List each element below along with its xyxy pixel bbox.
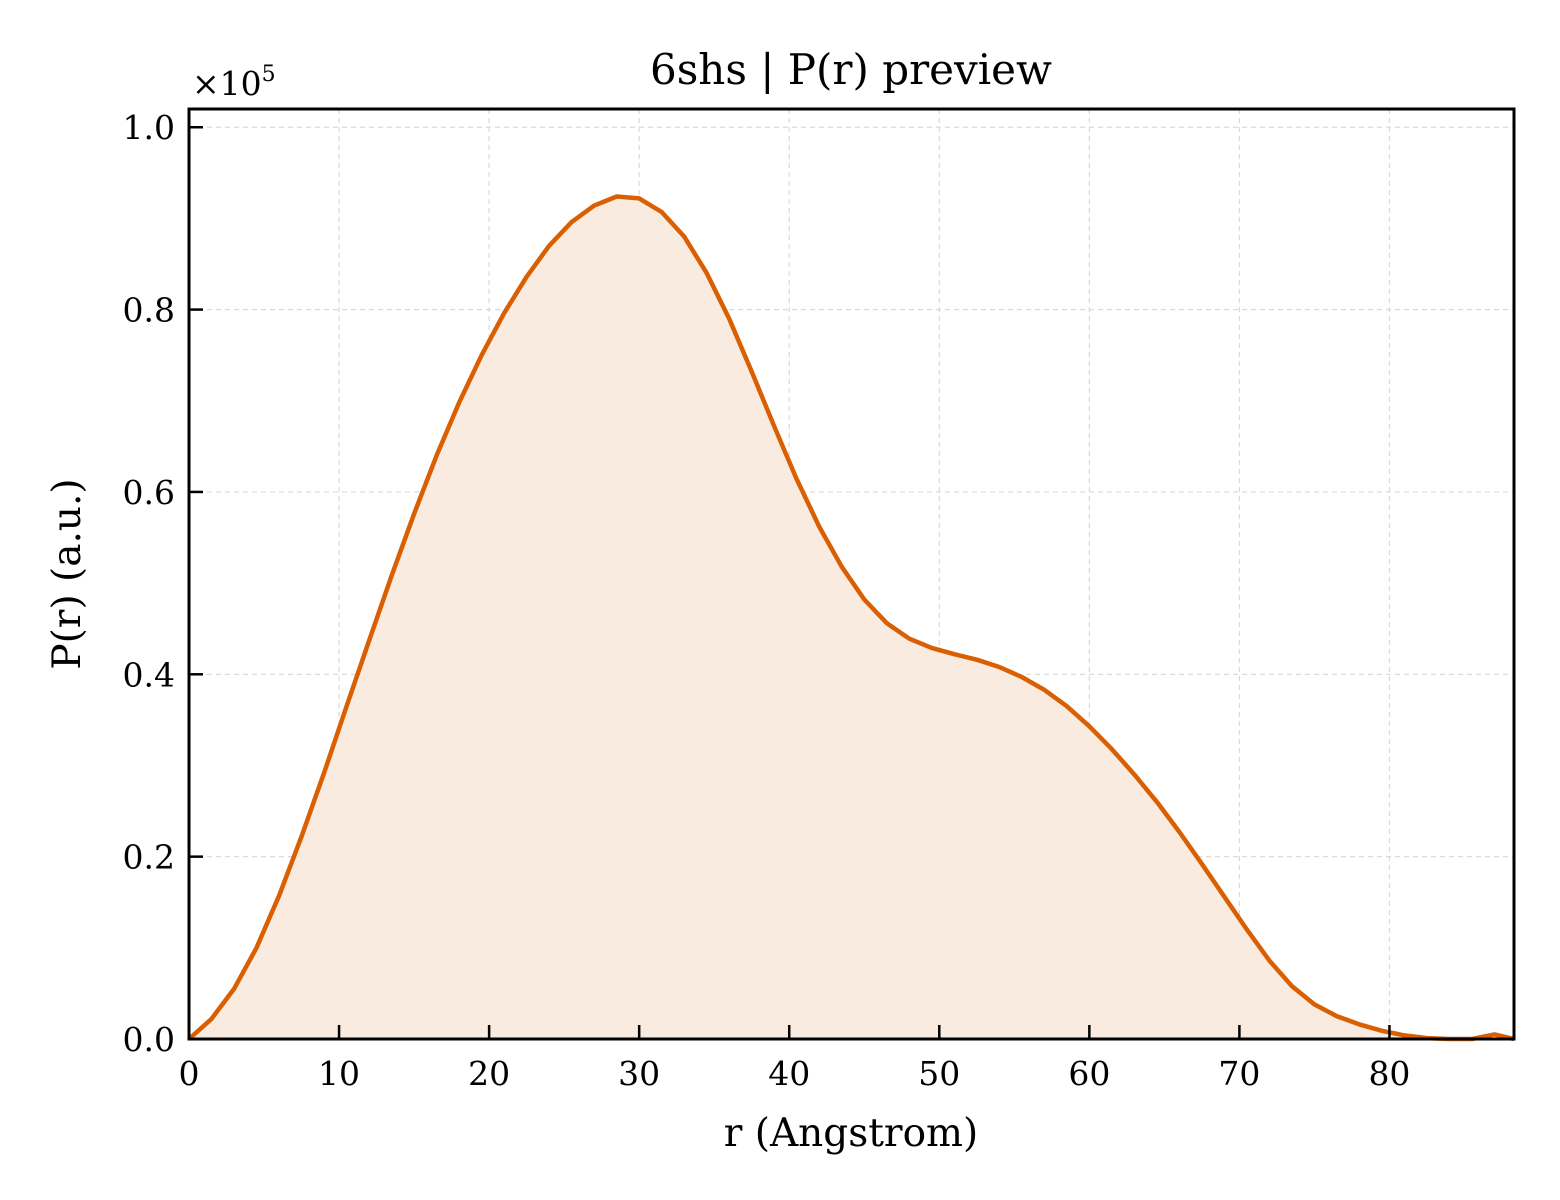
y-tick-label: 0.0 bbox=[123, 1020, 175, 1059]
data-point bbox=[1493, 1033, 1496, 1036]
data-point bbox=[615, 195, 618, 198]
x-axis-label: r (Angstrom) bbox=[724, 1111, 979, 1156]
data-point bbox=[773, 425, 776, 428]
data-point bbox=[323, 771, 326, 774]
data-point bbox=[908, 637, 911, 640]
data-point bbox=[593, 204, 596, 207]
data-point bbox=[1335, 1015, 1338, 1018]
data-point bbox=[1088, 725, 1091, 728]
data-point bbox=[368, 639, 371, 642]
x-tick-label: 70 bbox=[1218, 1054, 1260, 1093]
pr-series-line bbox=[187, 194, 1515, 1042]
data-point bbox=[1020, 676, 1023, 679]
data-point bbox=[458, 401, 461, 404]
y-tick-label: 0.6 bbox=[123, 473, 175, 512]
data-point bbox=[548, 244, 551, 247]
x-tick-label: 60 bbox=[1068, 1054, 1110, 1093]
data-point bbox=[638, 197, 641, 200]
y-offset-exponent: 5 bbox=[262, 62, 276, 87]
data-point bbox=[795, 478, 798, 481]
data-point bbox=[570, 221, 573, 224]
data-point bbox=[1290, 985, 1293, 988]
x-tick-label: 50 bbox=[918, 1054, 960, 1093]
pr-area-fill bbox=[189, 196, 1514, 1039]
data-point bbox=[1381, 1029, 1384, 1032]
data-point bbox=[390, 574, 393, 577]
data-point bbox=[998, 666, 1001, 669]
y-axis-ticks: 0.0 0.2 0.4 0.6 0.8 1.0 bbox=[123, 108, 203, 1059]
y-tick-label: 0.2 bbox=[123, 838, 175, 877]
data-point bbox=[1110, 748, 1113, 751]
data-point bbox=[1200, 862, 1203, 865]
x-tick-label: 80 bbox=[1368, 1054, 1410, 1093]
data-point bbox=[728, 317, 731, 320]
y-axis-offset-label: ×105 bbox=[192, 62, 276, 103]
data-point bbox=[1223, 895, 1226, 898]
data-point bbox=[1155, 800, 1158, 803]
data-point bbox=[300, 835, 303, 838]
y-offset-base: ×10 bbox=[192, 64, 262, 103]
plot-frame bbox=[187, 107, 1516, 1041]
data-point bbox=[413, 512, 416, 515]
data-point bbox=[278, 894, 281, 897]
data-point bbox=[818, 525, 821, 528]
data-point bbox=[233, 987, 236, 990]
data-point bbox=[930, 646, 933, 649]
data-point bbox=[705, 272, 708, 275]
data-point bbox=[953, 653, 956, 656]
x-tick-label: 10 bbox=[318, 1054, 360, 1093]
data-point bbox=[863, 598, 866, 601]
data-point bbox=[1133, 773, 1136, 776]
y-tick-label: 0.4 bbox=[123, 655, 175, 694]
data-point bbox=[503, 312, 506, 315]
y-tick-label: 0.8 bbox=[123, 291, 175, 330]
data-point bbox=[660, 211, 663, 214]
data-point bbox=[435, 454, 438, 457]
data-point bbox=[1313, 1003, 1316, 1006]
chart-title: 6shs | P(r) preview bbox=[650, 45, 1052, 94]
data-point bbox=[255, 946, 258, 949]
data-point bbox=[525, 275, 528, 278]
data-point bbox=[1178, 831, 1181, 834]
x-tick-label: 20 bbox=[468, 1054, 510, 1093]
data-point bbox=[840, 565, 843, 568]
x-axis-ticks: 0 10 20 30 40 50 60 70 80 bbox=[179, 1025, 1410, 1093]
data-point bbox=[210, 1017, 213, 1020]
x-tick-label: 40 bbox=[768, 1054, 810, 1093]
data-point bbox=[1358, 1023, 1361, 1026]
data-point bbox=[683, 235, 686, 238]
data-point bbox=[750, 370, 753, 373]
data-point bbox=[480, 354, 483, 357]
x-tick-label: 30 bbox=[618, 1054, 660, 1093]
data-point bbox=[1043, 688, 1046, 691]
y-axis-label: P(r) (a.u.) bbox=[45, 478, 90, 669]
data-point bbox=[1065, 705, 1068, 708]
data-point bbox=[1268, 959, 1271, 962]
y-tick-label: 1.0 bbox=[123, 108, 175, 147]
data-point bbox=[1245, 928, 1248, 931]
data-point bbox=[1403, 1034, 1406, 1037]
data-point bbox=[975, 658, 978, 661]
data-point bbox=[885, 622, 888, 625]
x-tick-label: 0 bbox=[179, 1054, 200, 1093]
data-point bbox=[345, 705, 348, 708]
